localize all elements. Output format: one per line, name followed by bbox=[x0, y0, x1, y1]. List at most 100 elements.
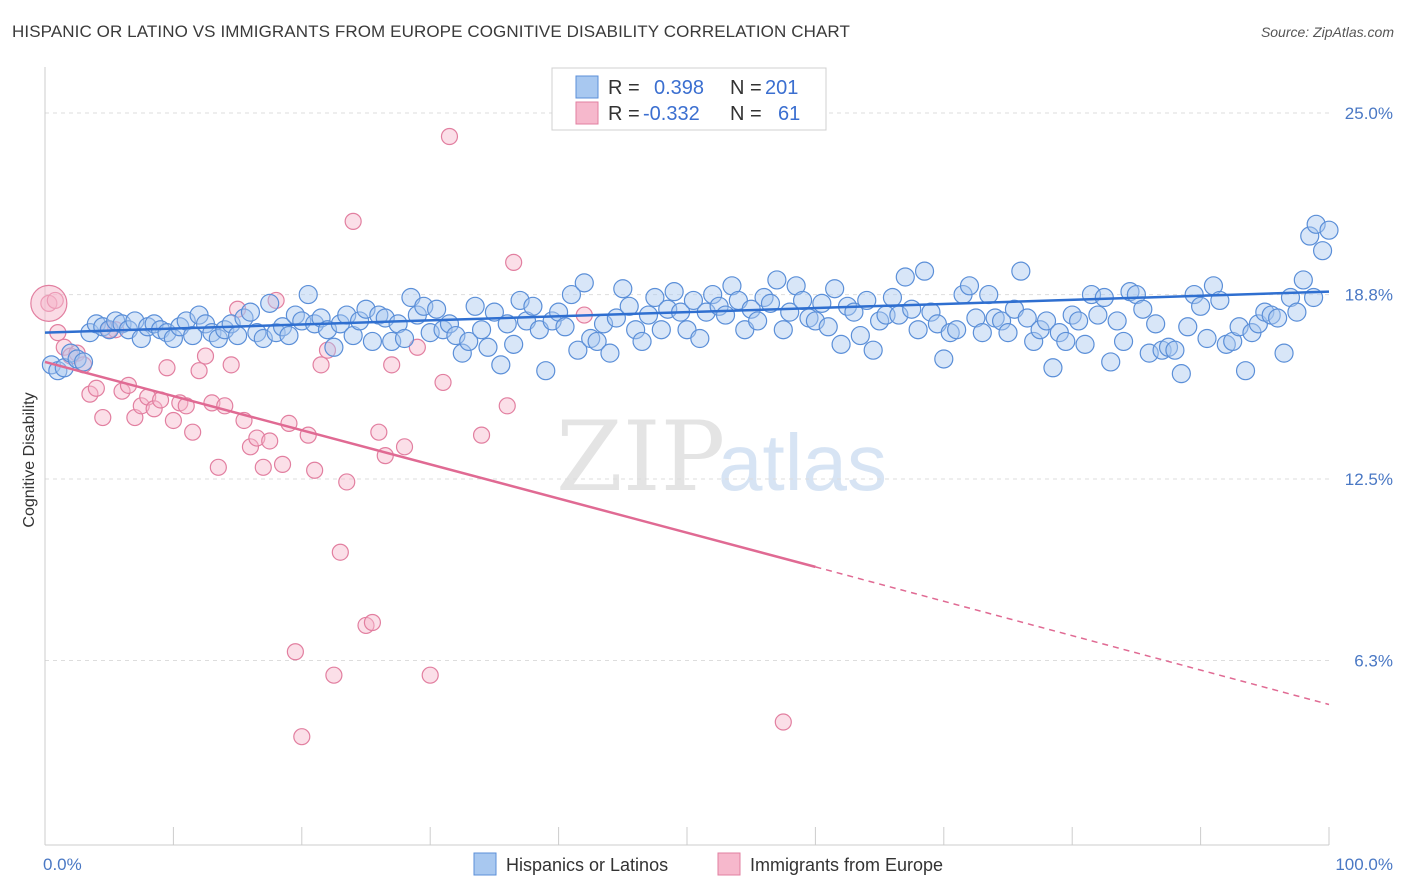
blue-point-114 bbox=[773, 320, 793, 340]
blue-point-167 bbox=[1113, 331, 1134, 352]
legend-swatch-blue bbox=[575, 75, 599, 99]
pink-point-48 bbox=[344, 212, 362, 230]
y-tick-label-3: 25.0% bbox=[1345, 104, 1393, 123]
blue-point-127 bbox=[857, 290, 877, 311]
y-tick-label-1: 12.5% bbox=[1345, 470, 1393, 489]
pink-point-35 bbox=[261, 432, 279, 450]
blue-point-65 bbox=[459, 331, 479, 352]
pink-point-55 bbox=[408, 338, 426, 356]
legend-r-value-blue: 0.398 bbox=[654, 77, 704, 99]
blue-point-161 bbox=[1075, 334, 1095, 354]
pink-point-7 bbox=[81, 385, 99, 403]
legend-swatch-pink bbox=[575, 101, 599, 125]
pink-point-34 bbox=[254, 458, 272, 476]
pink-point-57 bbox=[434, 373, 452, 392]
blue-point-148 bbox=[991, 311, 1012, 331]
pink-point-17 bbox=[145, 400, 163, 418]
blue-series-points bbox=[41, 214, 1339, 384]
pink-point-47 bbox=[338, 473, 356, 491]
blue-point-133 bbox=[895, 267, 915, 287]
blue-point-87 bbox=[600, 343, 620, 363]
pink-point-9 bbox=[94, 408, 112, 427]
bottom-legend-label-pink: Immigrants from Europe bbox=[750, 855, 943, 875]
pink-point-20 bbox=[164, 411, 182, 430]
blue-point-31 bbox=[240, 302, 261, 322]
blue-point-166 bbox=[1107, 311, 1127, 331]
blue-point-37 bbox=[279, 325, 299, 346]
y-axis-label: Cognitive Disability bbox=[21, 392, 38, 527]
blue-point-80 bbox=[555, 317, 575, 337]
blue-point-136 bbox=[914, 261, 935, 281]
blue-point-145 bbox=[972, 323, 992, 343]
pink-point-large bbox=[30, 284, 68, 322]
pink-trend-line bbox=[44, 360, 816, 569]
watermark-atlas: atlas bbox=[718, 418, 887, 507]
pink-point-54 bbox=[395, 438, 414, 456]
bottom-legend-swatch-blue bbox=[473, 852, 497, 876]
pink-point-42 bbox=[306, 461, 324, 479]
x-tick-labels: 0.0% 100.0% bbox=[43, 855, 1393, 874]
blue-point-22 bbox=[183, 325, 203, 346]
watermark-zip: ZIP bbox=[556, 401, 725, 513]
pink-point-36 bbox=[267, 291, 285, 310]
blue-point-72 bbox=[504, 334, 524, 354]
legend-r-value-pink: -0.332 bbox=[643, 103, 700, 125]
blue-point-70 bbox=[491, 355, 511, 375]
blue-point-5 bbox=[73, 352, 94, 372]
blue-point-100 bbox=[683, 290, 704, 311]
blue-point-139 bbox=[934, 349, 954, 369]
bottom-legend-label-blue: Hispanics or Latinos bbox=[506, 855, 668, 875]
pink-point-29 bbox=[222, 356, 240, 374]
pink-point-46 bbox=[331, 543, 349, 561]
blue-point-50 bbox=[362, 331, 383, 352]
blue-point-34 bbox=[260, 293, 280, 313]
blue-point-151 bbox=[1011, 261, 1031, 281]
legend-n-label-pink: N = bbox=[730, 103, 762, 125]
pink-point-61 bbox=[505, 253, 523, 271]
blue-point-175 bbox=[1165, 340, 1185, 360]
blue-point-156 bbox=[1043, 358, 1063, 378]
blue-point-97 bbox=[664, 282, 684, 302]
pink-point-27 bbox=[209, 458, 227, 476]
pink-point-51 bbox=[370, 423, 388, 441]
pink-point-25 bbox=[196, 347, 215, 365]
legend-n-label-blue: N = bbox=[730, 77, 762, 99]
legend-r-label-pink: R = bbox=[608, 103, 640, 125]
pink-point-40 bbox=[293, 728, 311, 746]
blue-point-82 bbox=[568, 340, 588, 360]
blue-point-95 bbox=[651, 320, 671, 340]
blue-point-180 bbox=[1197, 328, 1217, 349]
pink-point-62 bbox=[774, 713, 792, 731]
stats-legend-box: R = 0.398 N = 201 R = -0.332 N = 61 bbox=[551, 67, 827, 131]
bottom-legend: Hispanics or Latinos Immigrants from Eur… bbox=[473, 852, 943, 876]
chart-title: HISPANIC OR LATINO VS IMMIGRANTS FROM EU… bbox=[12, 22, 850, 41]
blue-point-134 bbox=[902, 299, 922, 319]
axes bbox=[44, 67, 1330, 846]
pink-point-50 bbox=[363, 613, 382, 632]
blue-point-126 bbox=[850, 325, 870, 346]
blue-point-153 bbox=[1024, 331, 1044, 352]
pink-point-44 bbox=[318, 341, 337, 359]
blue-point-128 bbox=[863, 340, 883, 360]
blue-point-143 bbox=[959, 276, 980, 296]
pink-point-58 bbox=[440, 127, 459, 146]
pink-point-15 bbox=[132, 397, 150, 415]
blue-point-141 bbox=[947, 320, 967, 340]
blue-point-44 bbox=[324, 337, 344, 357]
blue-point-81 bbox=[561, 284, 582, 305]
blue-point-69 bbox=[484, 302, 504, 322]
blue-point-92 bbox=[632, 331, 652, 352]
blue-point-101 bbox=[690, 328, 710, 349]
blue-point-94 bbox=[645, 287, 665, 308]
blue-trend-line bbox=[44, 290, 1330, 334]
legend-n-value-blue: 201 bbox=[765, 77, 798, 99]
pink-point-33 bbox=[248, 429, 266, 447]
pink-point-8 bbox=[87, 379, 105, 397]
blue-point-91 bbox=[626, 320, 646, 340]
blue-point-170 bbox=[1133, 299, 1153, 319]
blue-point-122 bbox=[825, 279, 845, 299]
blue-point-121 bbox=[818, 317, 838, 337]
blue-point-48 bbox=[349, 311, 370, 331]
blue-point-64 bbox=[452, 343, 472, 363]
pink-point-43 bbox=[312, 356, 330, 374]
